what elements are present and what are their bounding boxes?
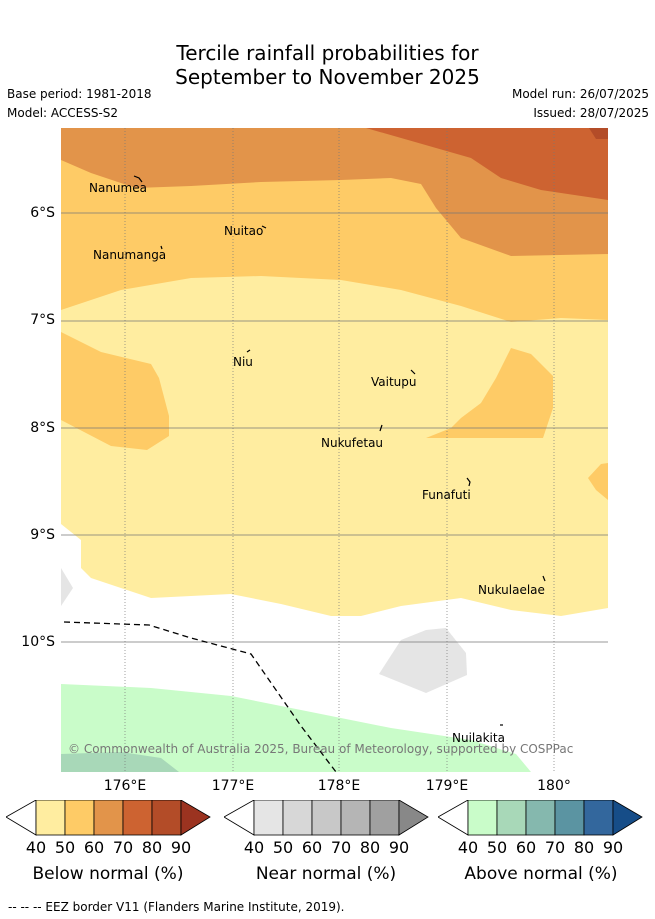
colorbar-near — [224, 800, 429, 836]
lat-label-6s: 6°S — [30, 205, 55, 221]
copyright-notice: © Commonwealth of Australia 2025, Bureau… — [68, 742, 574, 756]
cb-near-tick-80: 80 — [359, 838, 381, 857]
cb-above-tick-70: 70 — [544, 838, 566, 857]
cb-below-tick-50: 50 — [54, 838, 76, 857]
lon-label-176e: 176°E — [103, 778, 147, 794]
map-title-line1: Tercile rainfall probabilities for — [176, 41, 479, 65]
cb-below-tick-60: 60 — [83, 838, 105, 857]
eez-footer-note: -- -- -- EEZ border V11 (Flanders Marine… — [8, 900, 345, 914]
lat-label-9s: 9°S — [30, 527, 55, 543]
cb-below-tick-80: 80 — [141, 838, 163, 857]
region-below-50-west — [61, 332, 169, 450]
lon-label-178e: 178°E — [317, 778, 361, 794]
region-near-40 — [379, 628, 467, 693]
cb-near-tick-50: 50 — [272, 838, 294, 857]
cb-above-tick-40: 40 — [457, 838, 479, 857]
cb-below-tick-40: 40 — [25, 838, 47, 857]
island-label-nukulaelae: Nukulaelae — [478, 583, 545, 597]
model-run: Model run: 26/07/2025 — [511, 87, 649, 101]
lon-label-180: 180° — [537, 778, 571, 794]
region-above-40 — [61, 684, 531, 772]
colorbar-below-title: Below normal (%) — [32, 864, 184, 884]
cb-near-tick-90: 90 — [388, 838, 410, 857]
cb-above-tick-90: 90 — [602, 838, 624, 857]
cb-above-tick-80: 80 — [573, 838, 595, 857]
island-label-nuitao: Nuitao — [224, 224, 264, 238]
cb-near-tick-70: 70 — [330, 838, 352, 857]
cb-above-tick-50: 50 — [486, 838, 508, 857]
lat-label-10s: 10°S — [21, 634, 55, 650]
colorbar-above-title: Above normal (%) — [464, 864, 618, 884]
region-below-70 — [366, 128, 608, 200]
cb-near-tick-40: 40 — [243, 838, 265, 857]
island-label-niu: Niu — [233, 355, 253, 369]
grid-lines — [61, 128, 608, 772]
region-near-40-west — [61, 568, 73, 606]
colorbar-near-title: Near normal (%) — [255, 864, 397, 884]
model-name: Model: ACCESS-S2 — [7, 106, 119, 120]
cb-near-tick-60: 60 — [301, 838, 323, 857]
island-label-nuilakita: Nuilakita — [452, 731, 505, 745]
island-label-vaitupu: Vaitupu — [371, 375, 417, 389]
island-label-funafuti: Funafuti — [422, 488, 471, 502]
island-label-nanumea: Nanumea — [89, 181, 147, 195]
lat-label-8s: 8°S — [30, 420, 55, 436]
region-below-50-east — [426, 348, 553, 438]
lon-label-177e: 177°E — [211, 778, 255, 794]
region-below-50-edge — [588, 463, 608, 500]
base-period: Base period: 1981-2018 — [7, 87, 152, 101]
cb-below-tick-90: 90 — [170, 838, 192, 857]
cb-below-tick-70: 70 — [112, 838, 134, 857]
lat-label-7s: 7°S — [30, 312, 55, 328]
region-above-50 — [61, 752, 179, 772]
region-below-40 — [61, 276, 608, 616]
eez-border — [63, 621, 337, 772]
issued-date: Issued: 28/07/2025 — [533, 106, 649, 120]
lon-label-179e: 179°E — [425, 778, 469, 794]
map-title-line2: September to November 2025 — [175, 65, 480, 89]
island-label-nukufetau: Nukufetau — [321, 436, 384, 450]
rainfall-map — [61, 128, 608, 772]
colorbar-above — [438, 800, 643, 836]
island-marks — [133, 175, 546, 726]
island-label-nanumanga: Nanumanga — [93, 248, 167, 262]
region-below-80 — [589, 128, 608, 139]
colorbar-below — [6, 800, 211, 836]
cb-above-tick-60: 60 — [515, 838, 537, 857]
